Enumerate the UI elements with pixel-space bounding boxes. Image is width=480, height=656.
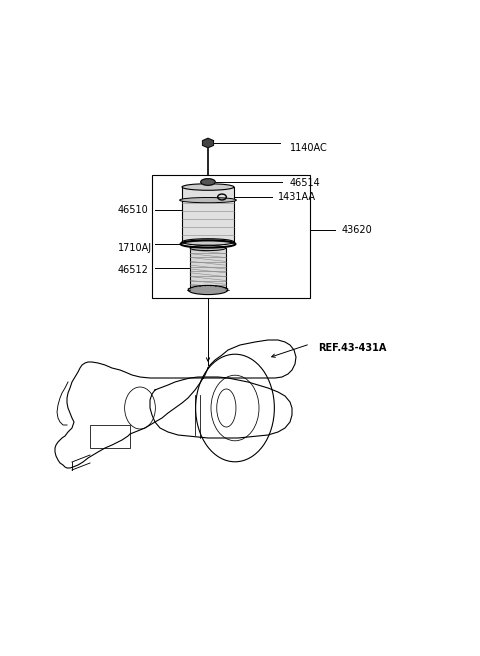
Text: 1710AJ: 1710AJ (118, 243, 152, 253)
Ellipse shape (188, 285, 228, 295)
Bar (90, 425, 130, 448)
Text: REF.43-431A: REF.43-431A (318, 343, 386, 353)
Ellipse shape (182, 239, 234, 245)
Ellipse shape (180, 197, 236, 203)
Bar (190, 248, 226, 290)
Text: 1431AA: 1431AA (278, 192, 316, 202)
Bar (152, 175, 310, 298)
Bar (182, 187, 234, 242)
Text: 1140AC: 1140AC (290, 143, 328, 153)
Polygon shape (203, 138, 214, 148)
Text: 43620: 43620 (342, 225, 373, 235)
Ellipse shape (182, 184, 234, 190)
Ellipse shape (190, 245, 226, 251)
Text: 46510: 46510 (118, 205, 149, 215)
Ellipse shape (201, 178, 215, 185)
Text: 46514: 46514 (290, 178, 321, 188)
Text: 46512: 46512 (118, 265, 149, 275)
